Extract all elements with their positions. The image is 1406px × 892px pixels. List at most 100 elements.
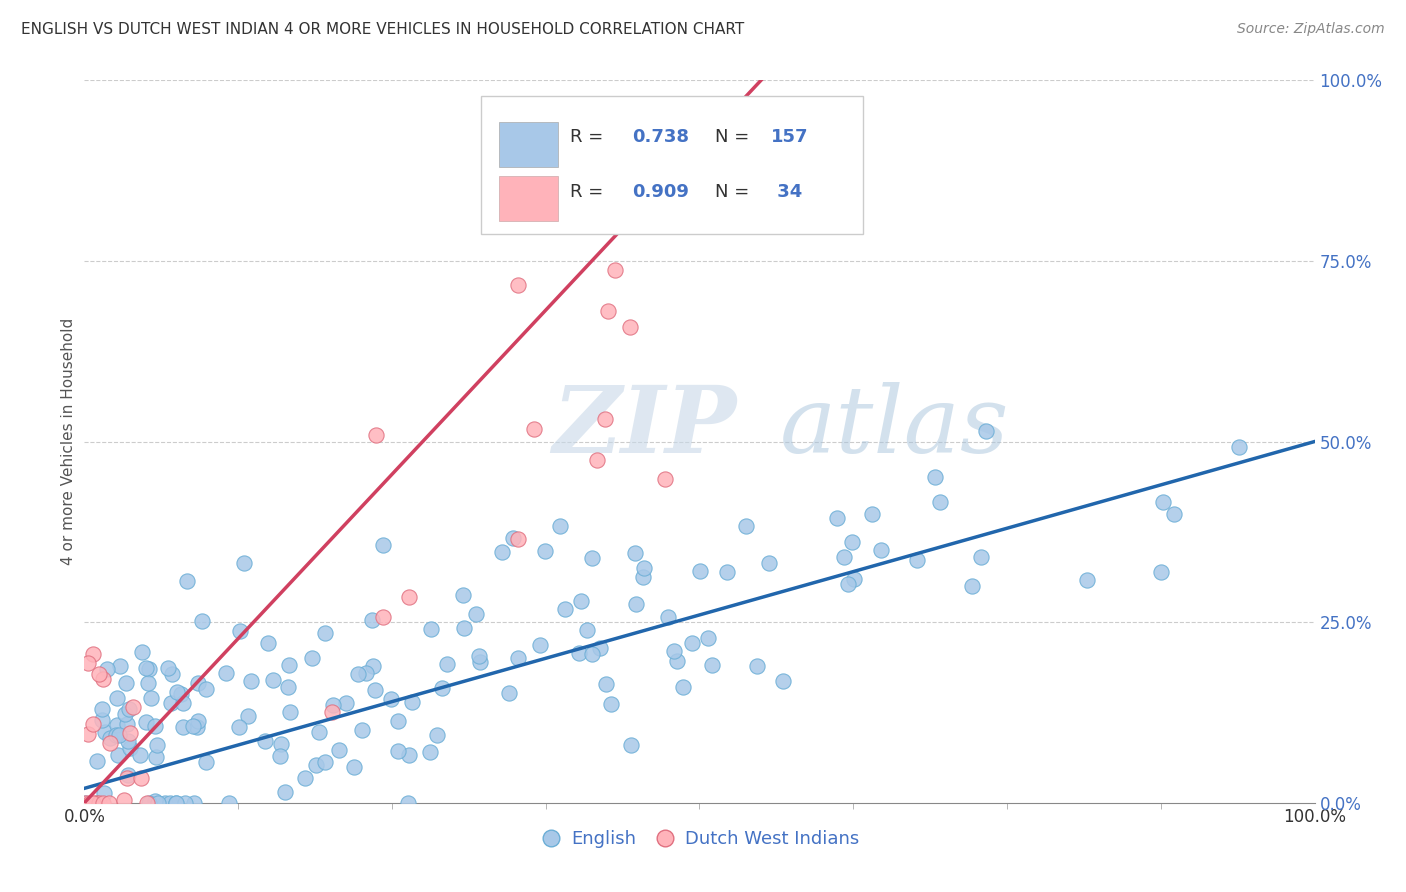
Text: ZIP: ZIP xyxy=(553,382,737,472)
Point xyxy=(93,787,115,801)
Point xyxy=(508,651,530,665)
Point xyxy=(274,785,297,799)
Point xyxy=(305,758,328,772)
Point xyxy=(354,665,377,680)
Point xyxy=(75,796,97,810)
Point xyxy=(398,591,420,605)
Point xyxy=(620,738,643,752)
Point xyxy=(581,647,603,661)
Point xyxy=(436,657,458,671)
Point xyxy=(681,636,703,650)
Text: Source: ZipAtlas.com: Source: ZipAtlas.com xyxy=(1237,22,1385,37)
Point xyxy=(195,755,218,769)
Point xyxy=(758,556,780,570)
Point xyxy=(215,666,238,681)
Point xyxy=(79,796,101,810)
Point xyxy=(301,650,323,665)
Point xyxy=(387,714,409,728)
Point xyxy=(277,657,299,672)
Point xyxy=(115,676,138,690)
Point xyxy=(194,681,217,696)
Point xyxy=(328,742,350,756)
Point xyxy=(633,560,655,574)
Point xyxy=(187,714,209,729)
Text: N =: N = xyxy=(716,183,755,202)
Point xyxy=(187,675,209,690)
Point xyxy=(145,749,167,764)
FancyBboxPatch shape xyxy=(499,122,558,167)
Point xyxy=(93,724,115,739)
Point xyxy=(170,687,193,701)
Point xyxy=(905,552,928,566)
Point xyxy=(277,680,299,694)
Point xyxy=(107,748,129,763)
Point xyxy=(118,702,141,716)
Point xyxy=(600,697,623,711)
Point xyxy=(321,705,343,719)
Point xyxy=(294,771,316,785)
Point xyxy=(568,646,591,660)
Point xyxy=(631,570,654,584)
Point xyxy=(84,796,107,810)
Point xyxy=(160,697,183,711)
Y-axis label: 4 or more Vehicles in Household: 4 or more Vehicles in Household xyxy=(60,318,76,566)
Point xyxy=(842,572,865,586)
Point xyxy=(129,771,152,785)
Point xyxy=(98,736,121,750)
Point xyxy=(77,656,100,670)
Point xyxy=(1076,573,1098,587)
Point xyxy=(90,702,112,716)
Point xyxy=(172,696,194,710)
Point xyxy=(548,519,571,533)
Point xyxy=(138,796,160,810)
Point xyxy=(91,796,114,810)
Point xyxy=(974,425,997,439)
Text: ENGLISH VS DUTCH WEST INDIAN 4 OR MORE VEHICLES IN HOUSEHOLD CORRELATION CHART: ENGLISH VS DUTCH WEST INDIAN 4 OR MORE V… xyxy=(21,22,744,37)
Point xyxy=(138,662,160,676)
Point xyxy=(120,726,142,740)
Point xyxy=(697,631,720,645)
Point xyxy=(470,655,492,669)
Point xyxy=(624,546,647,560)
Point xyxy=(364,683,387,698)
Point xyxy=(176,574,198,588)
FancyBboxPatch shape xyxy=(481,96,863,235)
Point xyxy=(624,597,647,611)
Point xyxy=(82,717,104,731)
Point xyxy=(96,663,118,677)
Point xyxy=(191,614,214,628)
Point xyxy=(183,796,205,810)
Point xyxy=(595,676,617,690)
Point xyxy=(534,544,557,558)
Point xyxy=(571,593,593,607)
Point xyxy=(82,647,104,661)
Point xyxy=(98,731,121,745)
Point xyxy=(97,796,120,810)
Point xyxy=(166,685,188,699)
Point xyxy=(89,796,111,810)
Point xyxy=(240,674,263,689)
Point xyxy=(700,658,723,673)
Point xyxy=(159,796,181,810)
Point xyxy=(172,720,194,734)
Point xyxy=(104,728,127,742)
Point xyxy=(603,263,626,277)
Point xyxy=(136,675,159,690)
Point xyxy=(924,470,946,484)
Point xyxy=(426,728,449,742)
Point xyxy=(419,745,441,759)
Point xyxy=(335,697,357,711)
Point xyxy=(575,623,598,637)
Text: 0.738: 0.738 xyxy=(631,128,689,145)
Point xyxy=(143,794,166,808)
Point xyxy=(73,796,96,810)
Point xyxy=(1227,440,1250,454)
Point xyxy=(734,518,756,533)
Point xyxy=(229,624,252,638)
Point xyxy=(131,645,153,659)
Point xyxy=(108,728,131,742)
Point xyxy=(256,636,278,650)
Point xyxy=(361,613,384,627)
Text: atlas: atlas xyxy=(779,382,1010,472)
Point xyxy=(589,640,612,655)
